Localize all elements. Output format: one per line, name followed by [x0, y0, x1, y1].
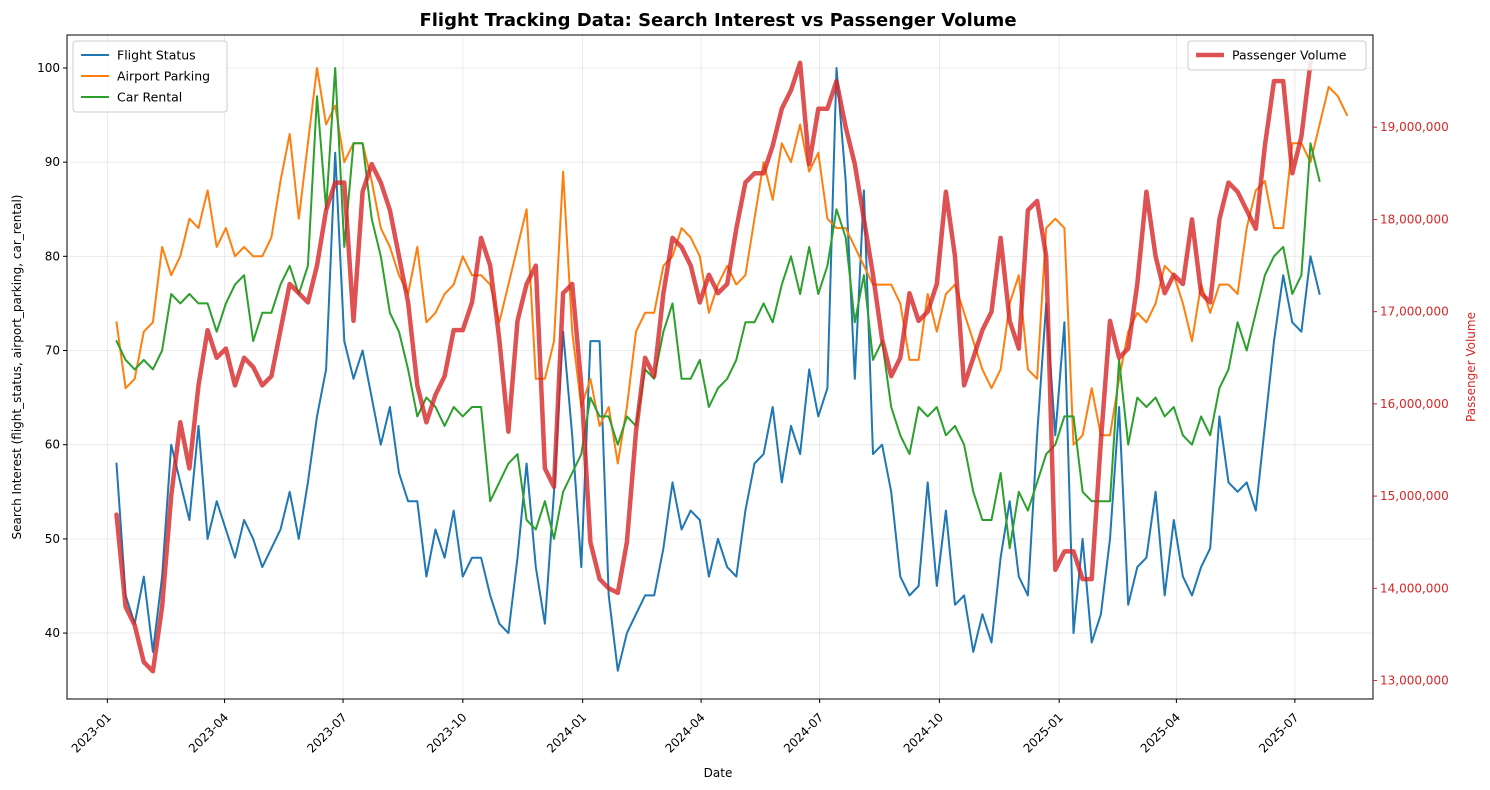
x-axis: 2023-01 2023-04 2023-07 2023-10 2024-01 2024-… — [69, 699, 1302, 756]
y-axis-right-label: Passenger Volume — [1464, 312, 1478, 422]
x-tick-label: 2024-04 — [662, 710, 707, 755]
legend-frame — [1187, 40, 1367, 71]
x-tick-label: 2024-01 — [544, 710, 589, 755]
car-rental-line — [115, 67, 1321, 550]
y-left-tick-label: 40 — [45, 626, 60, 640]
y-right-tick-label: 14,000,000 — [1380, 581, 1449, 595]
y-left-tick-label: 70 — [45, 344, 60, 358]
x-tick-label: 2024-10 — [901, 710, 946, 755]
y-left-tick-label: 50 — [45, 532, 60, 546]
x-tick-label: 2023-07 — [304, 710, 349, 755]
x-axis-label: Date — [704, 766, 733, 780]
flight-status-line — [115, 67, 1321, 672]
y-axis-left-label: Search Interest (flight_status, airport_… — [10, 195, 24, 540]
legend-label-flight-status: Flight Status — [117, 48, 196, 63]
y-left-tick-label: 80 — [45, 249, 60, 263]
passenger-volume-line — [114, 60, 1313, 674]
legend-label-airport-parking: Airport Parking — [117, 69, 210, 84]
y-right-tick-label: 13,000,000 — [1380, 674, 1449, 688]
x-tick-label: 2023-10 — [424, 710, 469, 755]
x-tick-label: 2024-07 — [781, 710, 826, 755]
y-left-tick-label: 90 — [45, 155, 60, 169]
y-left-tick-label: 60 — [45, 438, 60, 452]
plot-frame — [66, 34, 1374, 700]
y-axis-left: 40 50 60 70 80 90 100 — [37, 61, 67, 640]
y-axis-right: 13,000,000 14,000,000 15,000,000 16,000,000… — [1373, 120, 1449, 688]
y-right-tick-label: 18,000,000 — [1380, 212, 1449, 226]
y-right-tick-label: 17,000,000 — [1380, 305, 1449, 319]
x-tick-label: 2023-01 — [69, 710, 114, 755]
x-tick-label: 2025-01 — [1021, 710, 1066, 755]
x-tick-label: 2025-04 — [1138, 710, 1183, 755]
legend-label-car-rental: Car Rental — [117, 90, 182, 105]
x-tick-label: 2023-04 — [186, 710, 231, 755]
legend-right: Passenger Volume — [1187, 40, 1367, 71]
x-tick-label: 2025-07 — [1256, 710, 1301, 755]
series-layer — [114, 60, 1348, 674]
legend-label-passenger-volume: Passenger Volume — [1232, 48, 1347, 63]
y-right-tick-label: 19,000,000 — [1380, 120, 1449, 134]
y-right-tick-label: 16,000,000 — [1380, 397, 1449, 411]
legend-frame — [72, 40, 228, 113]
y-left-tick-label: 100 — [37, 61, 60, 75]
legend-left: Flight Status Airport Parking Car Rental — [72, 40, 228, 113]
grid-lines — [67, 35, 1373, 699]
y-right-tick-label: 15,000,000 — [1380, 489, 1449, 503]
chart-title: Flight Tracking Data: Search Interest vs… — [419, 10, 1016, 31]
airport-parking-line — [115, 67, 1348, 465]
